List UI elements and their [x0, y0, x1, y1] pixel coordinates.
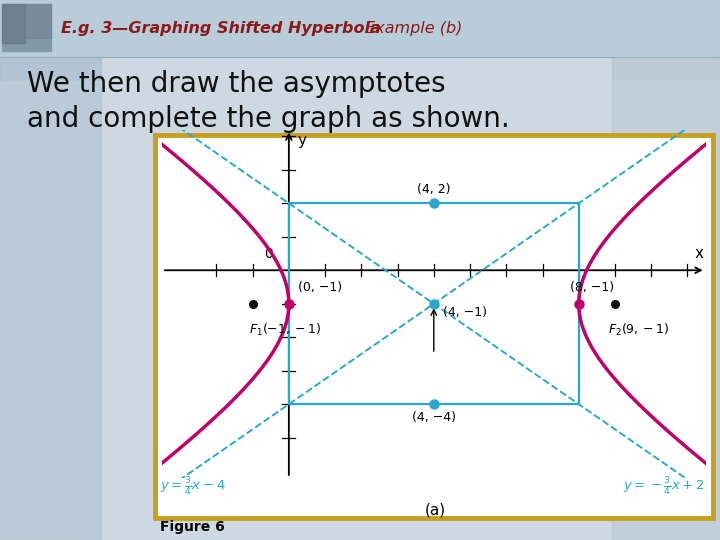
- Text: $y = \frac{3}{4}x - 4$: $y = \frac{3}{4}x - 4$: [160, 476, 225, 498]
- Text: Example (b): Example (b): [360, 21, 462, 36]
- Text: (4, −4): (4, −4): [412, 411, 456, 424]
- Text: (0, −1): (0, −1): [298, 281, 342, 294]
- Text: Figure 6: Figure 6: [160, 519, 225, 534]
- Text: $F_1(-1, -1)$: $F_1(-1, -1)$: [249, 322, 321, 338]
- Text: and complete the graph as shown.: and complete the graph as shown.: [27, 105, 510, 133]
- FancyBboxPatch shape: [2, 4, 51, 51]
- Text: (4, −1): (4, −1): [443, 306, 487, 320]
- Text: 0: 0: [264, 247, 273, 261]
- FancyBboxPatch shape: [155, 135, 713, 518]
- Text: E.g. 3—Graphing Shifted Hyperbola: E.g. 3—Graphing Shifted Hyperbola: [61, 21, 381, 36]
- Text: $F_2(9, -1)$: $F_2(9, -1)$: [608, 322, 669, 338]
- Text: y: y: [298, 133, 307, 148]
- Text: x: x: [695, 246, 703, 261]
- Text: (4, 2): (4, 2): [417, 183, 451, 196]
- Text: (a): (a): [425, 503, 446, 518]
- Text: (8, −1): (8, −1): [570, 281, 614, 294]
- Text: $y = -\frac{3}{4}x + 2$: $y = -\frac{3}{4}x + 2$: [623, 476, 704, 498]
- Bar: [289, 203, 579, 404]
- Text: We then draw the asymptotes: We then draw the asymptotes: [27, 70, 446, 98]
